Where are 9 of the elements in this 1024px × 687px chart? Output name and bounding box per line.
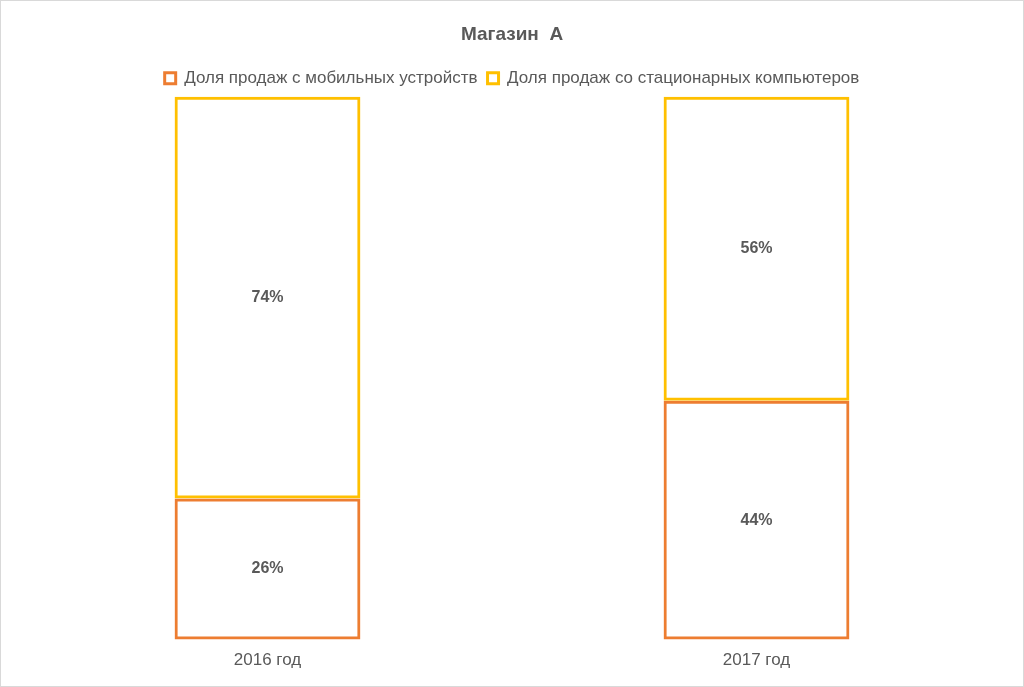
legend-label: Доля продаж со стационарных компьютеров (507, 67, 860, 87)
x-tick-label: 2016 год (233, 650, 302, 670)
x-tick-label: 2017 год (722, 650, 791, 670)
data-label: 56% (740, 239, 773, 257)
data-label: 44% (740, 510, 773, 528)
chart-title: Магазин А (460, 22, 564, 44)
data-label: 26% (251, 559, 284, 577)
legend-label: Доля продаж с мобильных устройств (184, 67, 478, 87)
data-label: 74% (251, 288, 284, 306)
